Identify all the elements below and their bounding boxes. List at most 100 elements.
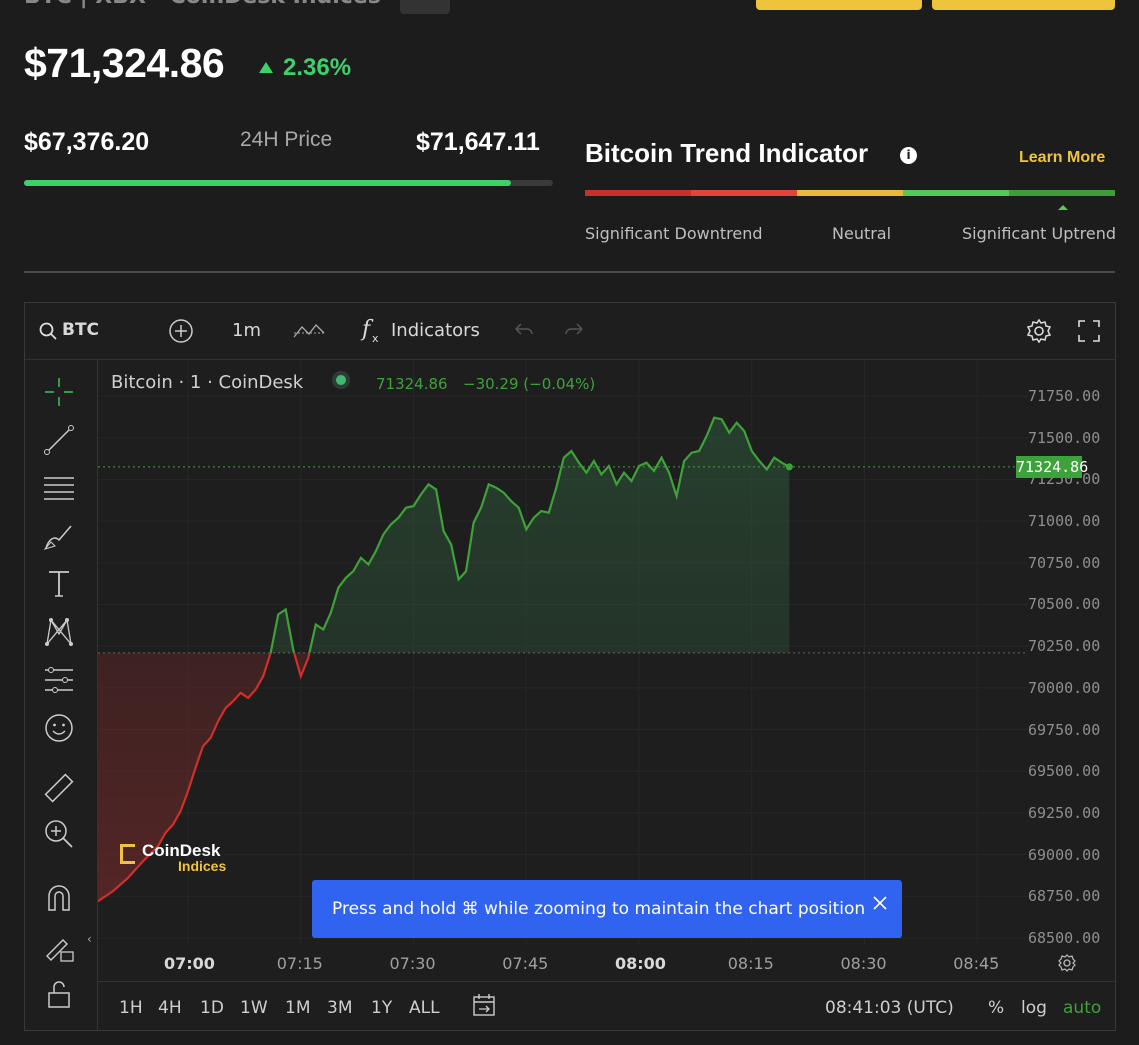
redo-icon[interactable] <box>563 322 585 340</box>
y-tick-label: 69500.00 <box>1028 762 1101 781</box>
range-high: $71,647.11 <box>416 128 540 156</box>
legend-title: Bitcoin · 1 · CoinDesk <box>111 372 304 393</box>
y-tick-label: 68500.00 <box>1028 929 1101 947</box>
y-tick-label: 69000.00 <box>1028 845 1101 864</box>
timeframe-button[interactable]: 1H <box>119 998 143 1018</box>
buy-button[interactable] <box>756 0 922 10</box>
range-label: 24H Price <box>240 128 333 151</box>
collapse-toolbar-icon[interactable]: ‹ <box>87 932 92 946</box>
watermark: CoinDesk Indices <box>118 841 226 874</box>
current-price: $71,324.86 <box>24 40 225 86</box>
magnet-icon[interactable] <box>41 880 77 916</box>
trend-segment <box>585 190 691 196</box>
series-line-up <box>269 416 790 653</box>
x-tick-label: 07:45 <box>502 954 549 973</box>
area-fill-up <box>270 417 790 653</box>
trend-label-uptrend: Significant Uptrend <box>962 224 1117 243</box>
area-fill-down <box>98 652 790 902</box>
last-price-badge: 71324.86 <box>1016 455 1089 478</box>
undo-icon[interactable] <box>513 322 535 340</box>
y-tick-label: 69250.00 <box>1028 803 1101 822</box>
range-bar-fill <box>24 180 511 186</box>
emoji-icon[interactable] <box>41 710 77 746</box>
watermark-line2: Indices <box>178 858 227 874</box>
trend-segment <box>691 190 797 196</box>
search-button[interactable] <box>400 0 450 14</box>
range-low: $67,376.20 <box>24 128 150 156</box>
trend-segment <box>797 190 903 196</box>
prediction-icon[interactable] <box>41 662 77 698</box>
close-icon[interactable] <box>872 895 888 911</box>
chart-type-icon[interactable] <box>292 319 326 343</box>
toast-text: Press and hold ⌘ while zooming to mainta… <box>332 899 866 919</box>
symbol-search[interactable]: BTC <box>62 320 100 340</box>
up-arrow-icon <box>259 62 273 73</box>
timeframe-button[interactable]: 1W <box>240 998 268 1018</box>
ruler-icon[interactable] <box>41 770 77 806</box>
y-tick-label: 71750.00 <box>1028 387 1101 405</box>
auto-toggle[interactable]: auto <box>1063 998 1102 1018</box>
date-range-icon[interactable] <box>471 992 497 1018</box>
timeframe-button[interactable]: 3M <box>327 998 353 1018</box>
settings-icon[interactable] <box>1025 317 1053 345</box>
indicators-button[interactable]: Indicators <box>391 320 480 341</box>
percent-toggle[interactable]: % <box>988 998 1005 1018</box>
buy-crypto-button[interactable] <box>932 0 1115 10</box>
price-change: 2.36% <box>283 54 352 81</box>
y-tick-label: 70250.00 <box>1028 637 1101 656</box>
trend-segment <box>1009 190 1115 196</box>
trend-line-icon[interactable] <box>41 422 77 458</box>
crosshair-icon[interactable] <box>41 374 77 410</box>
legend-last: 71324.86 <box>376 375 448 393</box>
x-tick-label: 08:45 <box>953 954 1000 973</box>
brush-icon[interactable] <box>41 518 77 554</box>
pattern-icon[interactable] <box>41 614 77 650</box>
log-toggle[interactable]: log <box>1021 998 1047 1018</box>
trend-title: Bitcoin Trend Indicator <box>585 138 869 168</box>
watermark-line1: CoinDesk <box>142 841 221 860</box>
svg-text:x: x <box>372 332 379 345</box>
x-tick-label: 07:15 <box>276 954 323 973</box>
y-tick-label: 70000.00 <box>1028 678 1101 697</box>
unlock-icon[interactable] <box>41 976 77 1012</box>
utc-clock[interactable]: 08:41:03 (UTC) <box>825 998 954 1018</box>
y-tick-label: 71500.00 <box>1028 428 1101 447</box>
timeframe-button[interactable]: 1D <box>200 998 224 1018</box>
x-tick-label: 07:30 <box>389 954 436 973</box>
series-line-down <box>98 652 311 903</box>
section-divider <box>24 271 1115 273</box>
fullscreen-icon[interactable] <box>1077 319 1101 343</box>
axis-settings-icon[interactable] <box>1057 953 1077 973</box>
timeframe-button[interactable]: 1M <box>285 998 311 1018</box>
range-bar <box>24 180 553 186</box>
drawing-toolbar: ‹ <box>25 360 98 1030</box>
learn-more-link[interactable]: Learn More <box>1019 149 1106 166</box>
lock-drawings-icon[interactable] <box>41 928 77 964</box>
timeframe-button[interactable]: 1Y <box>371 998 393 1018</box>
last-point <box>785 463 793 471</box>
status-dot-icon <box>336 375 346 385</box>
compare-add-icon[interactable] <box>168 318 194 344</box>
y-tick-label: 69750.00 <box>1028 720 1101 739</box>
horizontal-lines-icon[interactable] <box>41 470 77 506</box>
x-tick-label: 08:15 <box>727 954 774 973</box>
trend-marker-icon <box>1058 205 1068 210</box>
y-tick-label: 68750.00 <box>1028 887 1101 906</box>
search-icon[interactable] <box>39 322 57 340</box>
x-tick-label: 08:30 <box>840 954 887 973</box>
timeframe-button[interactable]: 4H <box>158 998 182 1018</box>
price-chart[interactable] <box>98 360 1115 945</box>
info-icon[interactable]: i <box>900 147 917 164</box>
zoom-in-icon[interactable] <box>41 816 77 852</box>
timeframe-bar <box>97 981 1115 1030</box>
timeframe-button[interactable]: ALL <box>409 998 440 1018</box>
zoom-hint-toast: Press and hold ⌘ while zooming to mainta… <box>312 880 902 938</box>
text-icon[interactable] <box>41 566 77 602</box>
logo-icon <box>120 844 135 864</box>
interval-button[interactable]: 1m <box>232 320 261 341</box>
legend-change: −30.29 (−0.04%) <box>463 375 596 393</box>
x-tick-label: 07:00 <box>164 954 215 973</box>
